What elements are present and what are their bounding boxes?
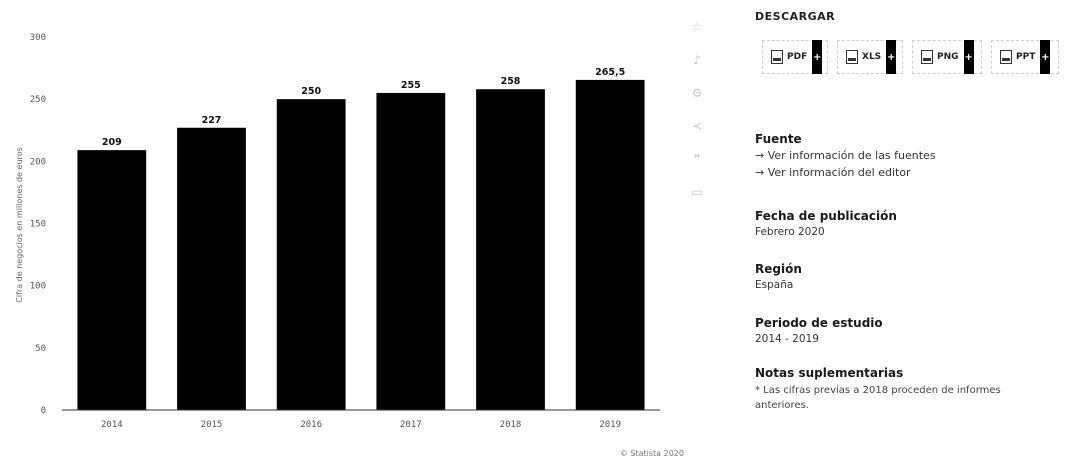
print-icon[interactable]: ▭ [691, 185, 703, 199]
x-tick-label: 2019 [599, 420, 621, 430]
bars-group: 209 227 250 255 258 265,5 [77, 67, 645, 411]
publisher-info-link[interactable]: → Ver información del editor [755, 166, 911, 179]
study-period-value: 2014 - 2019 [755, 333, 819, 345]
region-value: España [755, 279, 794, 291]
xls-plus-icon[interactable]: + [886, 40, 897, 74]
bar-value-label: 209 [102, 137, 122, 148]
x-tick-label: 2018 [500, 420, 522, 430]
png-file-icon [921, 50, 933, 64]
x-tick-label: 2016 [300, 420, 322, 430]
x-tick-label: 2015 [201, 420, 223, 430]
x-axis-ticks: 2014 2015 2016 2017 2018 2019 [101, 420, 621, 430]
xls-file-icon [846, 50, 858, 64]
y-tick-label: 50 [35, 344, 46, 354]
x-tick-label: 2017 [400, 420, 422, 430]
download-pdf-button[interactable]: PDF + [762, 40, 828, 74]
y-axis-label: Cifra de negocios en millones de euros [15, 147, 24, 302]
download-png-button[interactable]: PNG + [912, 40, 982, 74]
download-xls-button[interactable]: XLS + [837, 40, 903, 74]
y-tick-label: 250 [30, 95, 46, 105]
pdf-file-icon [771, 50, 783, 64]
publication-date-section: Fecha de publicación Febrero 2020 [755, 209, 897, 238]
bar-value-label: 255 [401, 80, 421, 91]
settings-icon[interactable]: ⚙ [691, 86, 703, 100]
bar-2018[interactable] [476, 89, 545, 410]
bar-2017[interactable] [376, 92, 446, 410]
y-tick-label: 150 [30, 220, 46, 230]
study-period-section: Periodo de estudio 2014 - 2019 [755, 316, 883, 345]
star-icon[interactable]: ☆ [691, 20, 703, 34]
source-heading: Fuente [755, 132, 802, 146]
ppt-plus-icon[interactable]: + [1040, 40, 1051, 74]
download-ppt-button[interactable]: PPT + [991, 40, 1059, 74]
y-tick-label: 0 [41, 406, 46, 416]
y-tick-label: 300 [30, 33, 46, 43]
y-tick-label: 100 [30, 282, 46, 292]
source-info-link[interactable]: → Ver información de las fuentes [755, 149, 936, 162]
region-section: Región España [755, 262, 802, 291]
notes-heading: Notas suplementarias [755, 366, 904, 380]
study-period-heading: Periodo de estudio [755, 316, 883, 330]
bar-2019[interactable] [575, 79, 645, 411]
ppt-file-icon [1000, 50, 1012, 64]
side-toolbar: ☆ ♪ ⚙ ≺ ❞ ▭ [688, 20, 710, 218]
bar-2016[interactable] [276, 99, 346, 411]
chart-credit[interactable]: © Statista 2020 [620, 449, 684, 458]
bar-value-label: 250 [301, 86, 321, 97]
notes-value: * Las cifras previas a 2018 proceden de … [755, 385, 1001, 411]
pdf-plus-icon[interactable]: + [812, 40, 823, 74]
notes-section: Notas suplementarias * Las cifras previa… [755, 366, 1055, 413]
y-tick-label: 200 [30, 157, 46, 167]
share-icon[interactable]: ≺ [691, 119, 703, 133]
bar-2014[interactable] [77, 150, 147, 411]
y-axis-ticks: 0 50 100 150 200 250 300 [30, 33, 46, 416]
source-section: Fuente → Ver información de las fuentes … [755, 132, 936, 179]
download-title: DESCARGAR [755, 10, 836, 23]
png-plus-icon[interactable]: + [963, 40, 974, 74]
bar-value-label: 265,5 [595, 67, 625, 78]
download-buttons: PDF + XLS + PNG + PPT + [762, 40, 1059, 74]
bar-value-label: 258 [501, 76, 521, 87]
publication-date-heading: Fecha de publicación [755, 209, 897, 223]
region-heading: Región [755, 262, 802, 276]
publication-date-value: Febrero 2020 [755, 226, 825, 238]
bar-2015[interactable] [177, 127, 246, 410]
bell-icon[interactable]: ♪ [693, 53, 701, 67]
quote-icon[interactable]: ❞ [693, 152, 701, 166]
x-tick-label: 2014 [101, 420, 123, 430]
bar-value-label: 227 [202, 115, 222, 126]
